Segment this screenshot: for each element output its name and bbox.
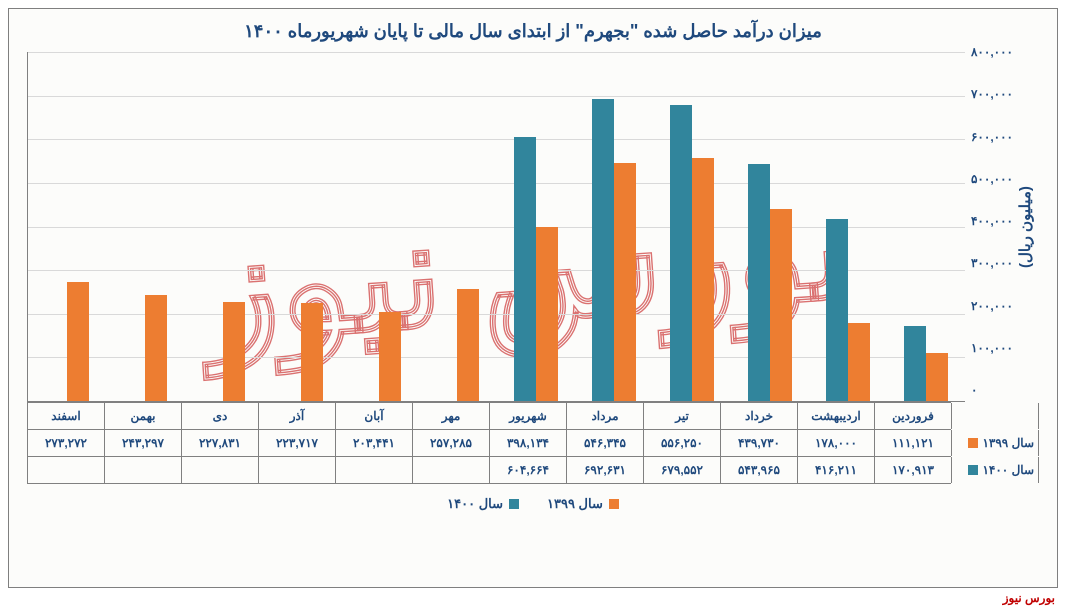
bar: [223, 302, 245, 401]
bar: [670, 105, 692, 401]
bar: [301, 303, 323, 401]
category-group: [497, 52, 575, 401]
value-cell: ۵۴۳,۹۶۵: [720, 457, 797, 483]
category-label: بهمن: [104, 403, 181, 429]
bar: [457, 289, 479, 401]
legend-swatch: [968, 465, 978, 475]
value-cell: [412, 457, 489, 483]
category-label: خرداد: [720, 403, 797, 429]
category-label: شهریور: [489, 403, 566, 429]
value-cell: ۲۲۳,۷۱۷: [258, 430, 335, 456]
series-row-header: سال ۱۴۰۰: [951, 457, 1039, 483]
value-cell: ۵۴۶,۳۴۵: [566, 430, 643, 456]
value-cell: ۲۲۷,۸۳۱: [181, 430, 258, 456]
y-tick-label: ۲۰۰,۰۰۰: [971, 300, 1013, 312]
value-cell: [181, 457, 258, 483]
category-group: [262, 52, 340, 401]
category-label: اردیبهشت: [797, 403, 874, 429]
category-label: آذر: [258, 403, 335, 429]
category-group: [28, 52, 106, 401]
value-cell: ۲۷۳,۲۷۲: [27, 430, 104, 456]
y-tick-label: ۳۰۰,۰۰۰: [971, 257, 1013, 269]
bar: [592, 99, 614, 401]
category-group: [575, 52, 653, 401]
value-cell: [335, 457, 412, 483]
category-group: [340, 52, 418, 401]
series-row-header: سال ۱۳۹۹: [951, 430, 1039, 456]
y-tick-label: ۵۰۰,۰۰۰: [971, 173, 1013, 185]
legend-label: سال ۱۴۰۰: [447, 496, 503, 512]
value-cell: ۵۵۶,۲۵۰: [643, 430, 720, 456]
legend-swatch: [609, 499, 619, 509]
value-cell: ۱۷۰,۹۱۳: [874, 457, 951, 483]
y-tick-label: ۷۰۰,۰۰۰: [971, 88, 1013, 100]
table-corner: [951, 403, 1039, 429]
category-group: [809, 52, 887, 401]
bar: [692, 158, 714, 401]
bar: [748, 164, 770, 401]
y-tick-label: ۴۰۰,۰۰۰: [971, 215, 1013, 227]
legend-label: سال ۱۳۹۹: [547, 496, 603, 512]
bar: [826, 219, 848, 401]
category-label: دی: [181, 403, 258, 429]
chart-frame: بورس نیوز میزان درآمد حاصل شده "بجهرم" ا…: [8, 8, 1058, 588]
plot-area: [27, 52, 965, 402]
legend-swatch: [509, 499, 519, 509]
legend: سال ۱۳۹۹ سال ۱۴۰۰: [27, 496, 1039, 512]
value-cell: ۶۹۲,۶۳۱: [566, 457, 643, 483]
category-label: آبان: [335, 403, 412, 429]
value-cell: ۶۰۴,۶۶۴: [489, 457, 566, 483]
category-label: اسفند: [27, 403, 104, 429]
y-axis-ticks: ۸۰۰,۰۰۰۷۰۰,۰۰۰۶۰۰,۰۰۰۵۰۰,۰۰۰۴۰۰,۰۰۰۳۰۰,۰…: [965, 52, 1013, 402]
source-label: بورس نیوز: [1001, 587, 1057, 609]
y-tick-label: ۰: [971, 384, 1013, 396]
series-name: سال ۱۴۰۰: [982, 463, 1034, 477]
y-axis-label: (میلیون ریال): [1013, 52, 1039, 402]
y-tick-label: ۸۰۰,۰۰۰: [971, 46, 1013, 58]
category-label: تیر: [643, 403, 720, 429]
legend-item: سال ۱۴۰۰: [447, 496, 519, 512]
bar: [848, 323, 870, 401]
category-label: مرداد: [566, 403, 643, 429]
value-cell: [104, 457, 181, 483]
legend-swatch: [968, 438, 978, 448]
value-cell: ۱۱۱,۱۲۱: [874, 430, 951, 456]
value-cell: ۱۷۸,۰۰۰: [797, 430, 874, 456]
value-cell: [258, 457, 335, 483]
value-cell: ۲۰۳,۴۴۱: [335, 430, 412, 456]
bar: [514, 137, 536, 401]
chart-title: میزان درآمد حاصل شده "بجهرم" از ابتدای س…: [27, 21, 1039, 42]
bar: [379, 312, 401, 401]
bar: [770, 209, 792, 401]
bar: [67, 282, 89, 401]
bar: [926, 353, 948, 401]
plot-row: (میلیون ریال) ۸۰۰,۰۰۰۷۰۰,۰۰۰۶۰۰,۰۰۰۵۰۰,۰…: [27, 52, 1039, 402]
bar: [145, 295, 167, 401]
bar: [904, 326, 926, 401]
value-cell: ۳۹۸,۱۳۴: [489, 430, 566, 456]
value-cell: ۲۴۳,۲۹۷: [104, 430, 181, 456]
category-label: مهر: [412, 403, 489, 429]
category-group: [653, 52, 731, 401]
category-group: [887, 52, 965, 401]
data-table: فروردیناردیبهشتخردادتیرمردادشهریورمهرآبا…: [27, 402, 951, 484]
value-cell: ۴۱۶,۲۱۱: [797, 457, 874, 483]
category-group: [731, 52, 809, 401]
legend-item: سال ۱۳۹۹: [547, 496, 619, 512]
bar: [536, 227, 558, 401]
y-tick-label: ۱۰۰,۰۰۰: [971, 342, 1013, 354]
value-cell: ۶۷۹,۵۵۲: [643, 457, 720, 483]
bar: [614, 163, 636, 401]
category-group: [418, 52, 496, 401]
value-cell: [27, 457, 104, 483]
category-group: [106, 52, 184, 401]
value-cell: ۴۳۹,۷۳۰: [720, 430, 797, 456]
category-group: [184, 52, 262, 401]
value-cell: ۲۵۷,۲۸۵: [412, 430, 489, 456]
series-name: سال ۱۳۹۹: [982, 436, 1034, 450]
y-tick-label: ۶۰۰,۰۰۰: [971, 131, 1013, 143]
category-label: فروردین: [874, 403, 951, 429]
